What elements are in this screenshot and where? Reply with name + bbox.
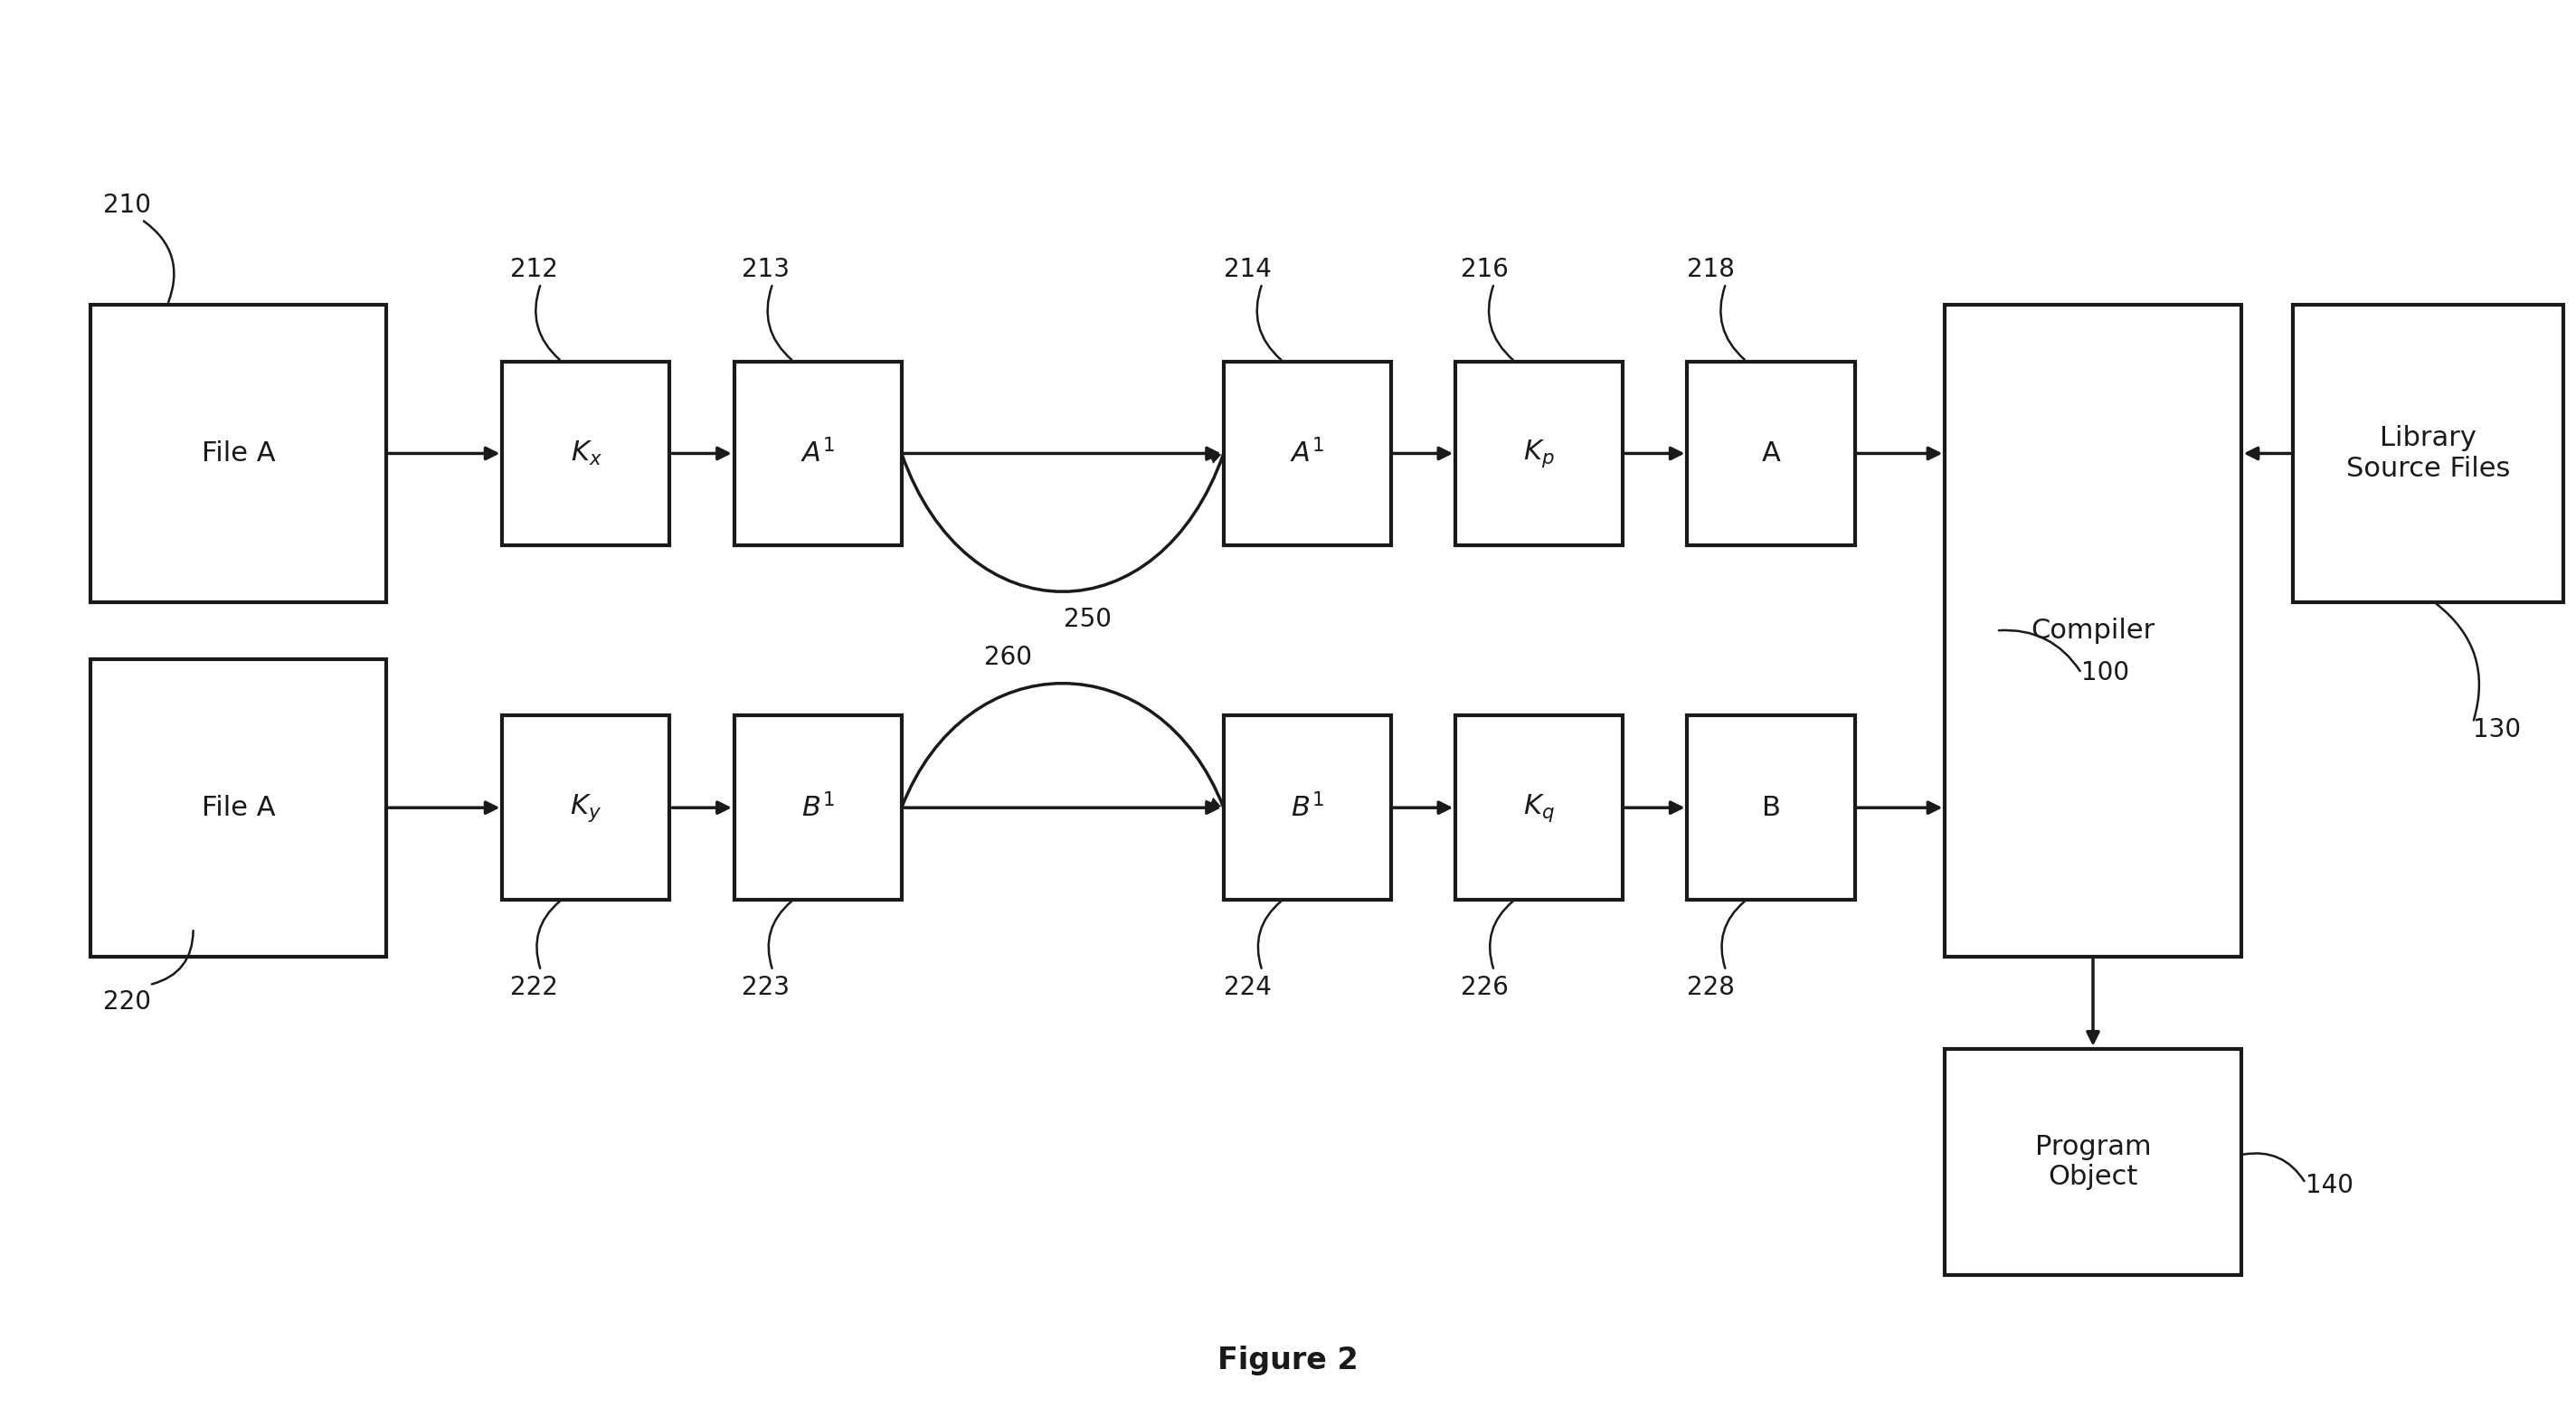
Bar	[1945, 305, 2241, 956]
Bar	[1455, 716, 1623, 900]
Text: 222: 222	[510, 975, 559, 1000]
Text: $K_q$: $K_q$	[1522, 792, 1556, 823]
Text: $B^1$: $B^1$	[1291, 794, 1324, 822]
Bar	[1687, 361, 1855, 546]
Text: 210: 210	[103, 193, 152, 218]
Text: $K_x$: $K_x$	[569, 439, 603, 468]
Text: 213: 213	[742, 256, 791, 282]
Bar	[734, 716, 902, 900]
Text: 140: 140	[2306, 1173, 2354, 1199]
Text: 226: 226	[1461, 975, 1510, 1000]
Text: $B^1$: $B^1$	[801, 794, 835, 822]
Bar	[1224, 361, 1391, 546]
Text: 216: 216	[1461, 256, 1510, 282]
Text: $A^1$: $A^1$	[1291, 439, 1324, 468]
Text: 130: 130	[2473, 717, 2522, 743]
Text: 250: 250	[1064, 606, 1113, 632]
Text: 224: 224	[1224, 975, 1273, 1000]
Text: 228: 228	[1687, 975, 1736, 1000]
Text: $K_p$: $K_p$	[1522, 438, 1556, 469]
Text: 260: 260	[984, 645, 1033, 670]
Text: 220: 220	[103, 989, 152, 1015]
Text: $A^1$: $A^1$	[801, 439, 835, 468]
Bar	[1455, 361, 1623, 546]
Text: A: A	[1762, 441, 1780, 466]
Text: 223: 223	[742, 975, 791, 1000]
Bar	[502, 716, 670, 900]
Bar	[502, 361, 670, 546]
Text: B: B	[1762, 795, 1780, 820]
Text: Compiler: Compiler	[2030, 618, 2156, 643]
Text: 218: 218	[1687, 256, 1736, 282]
Text: $K_y$: $K_y$	[569, 792, 603, 823]
Bar	[1945, 1049, 2241, 1275]
Text: Library
Source Files: Library Source Files	[2347, 425, 2509, 482]
Text: 212: 212	[510, 256, 559, 282]
Bar	[2293, 305, 2563, 602]
Bar	[1687, 716, 1855, 900]
Text: 214: 214	[1224, 256, 1273, 282]
Text: Figure 2: Figure 2	[1218, 1345, 1358, 1376]
Text: File A: File A	[201, 441, 276, 466]
Bar	[1224, 716, 1391, 900]
Bar	[734, 361, 902, 546]
Bar	[90, 659, 386, 956]
Text: File A: File A	[201, 795, 276, 820]
Text: 100: 100	[2081, 660, 2130, 686]
Text: Program
Object: Program Object	[2035, 1134, 2151, 1190]
Bar	[90, 305, 386, 602]
